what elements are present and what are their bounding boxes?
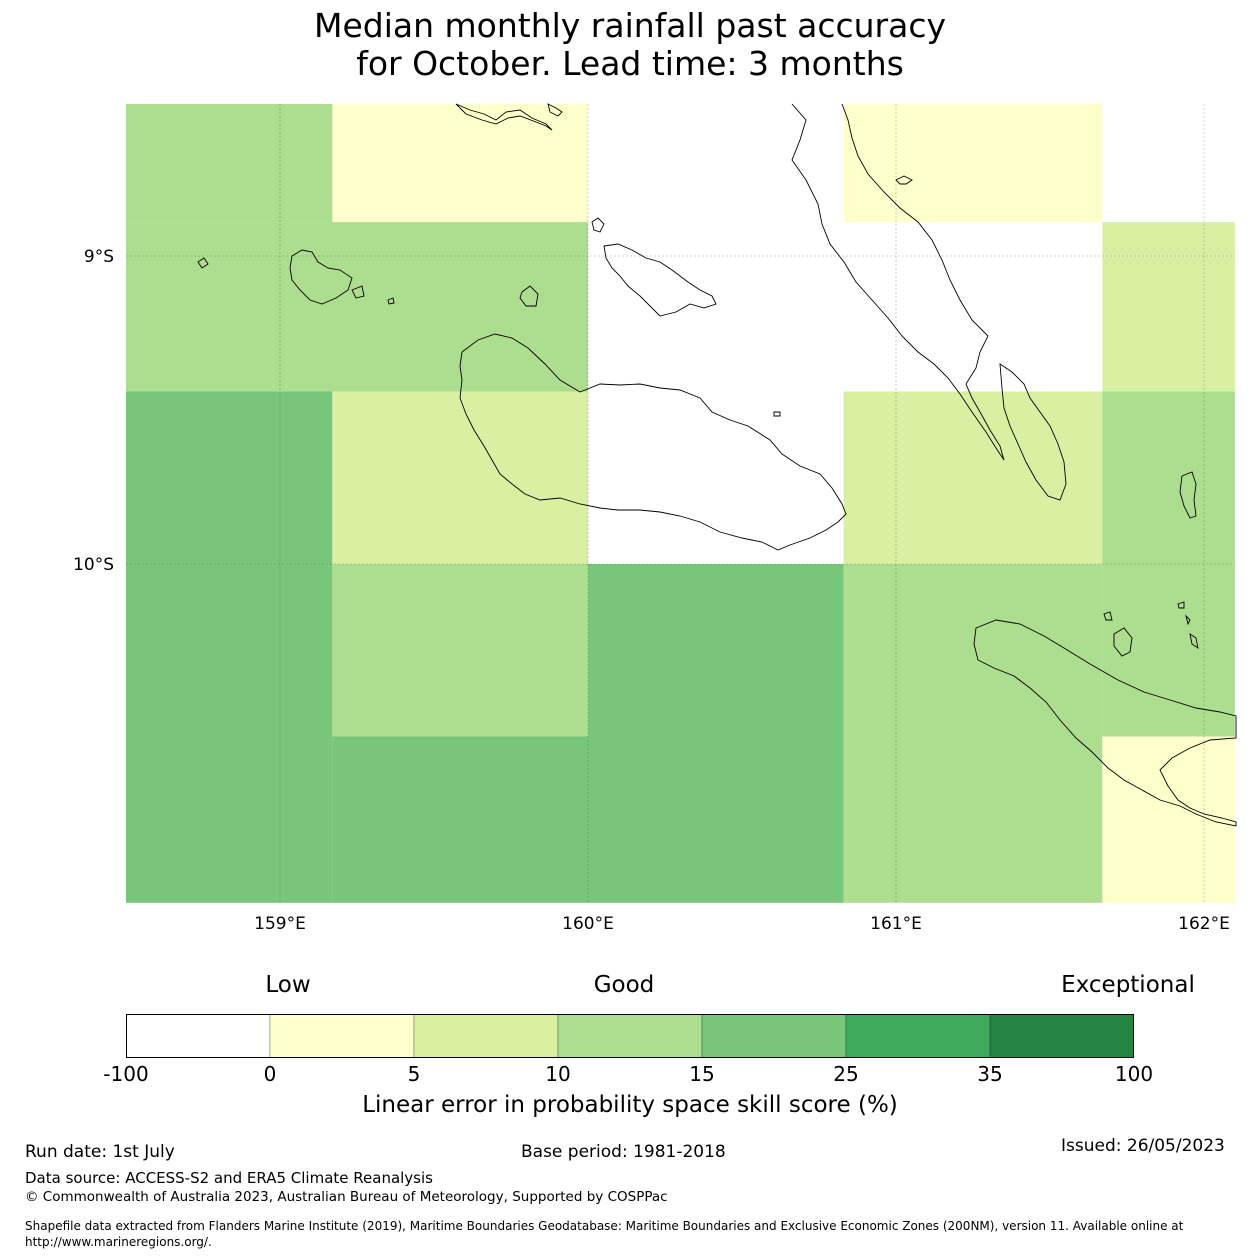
island-small-i	[1103, 611, 1113, 621]
island-small-h	[1113, 627, 1133, 657]
skill-cell-0	[126, 104, 333, 223]
lon-tick-label: 162°E	[1178, 914, 1230, 934]
skill-cell-6	[332, 391, 588, 564]
colorbar-segment-2	[413, 1014, 559, 1058]
skill-cell-1	[332, 104, 588, 223]
copyright: © Commonwealth of Australia 2023, Austra…	[25, 1189, 668, 1205]
colorbar-segment-6	[989, 1014, 1134, 1058]
island-small-c	[197, 257, 209, 269]
colorbar-tick-label: 25	[833, 1062, 859, 1086]
data-source: Data source: ACCESS-S2 and ERA5 Climate …	[25, 1169, 433, 1187]
island-small-e	[387, 297, 395, 305]
colorbar-tick-label: 35	[977, 1062, 1003, 1086]
skill-cell-9	[332, 564, 588, 737]
lat-tick-labels: 9°S 10°S	[73, 247, 114, 575]
island-nggela	[603, 243, 717, 317]
colorbar-segment-0	[126, 1014, 271, 1058]
island-santa-isabel	[455, 103, 553, 131]
skill-cell-8	[1102, 391, 1235, 564]
island-small-g	[895, 175, 913, 185]
graticule	[126, 104, 1235, 904]
chart-title-line2: for October. Lead time: 3 months	[356, 44, 904, 83]
colorbar-segment-3	[557, 1014, 703, 1058]
island-small-j	[1177, 601, 1185, 609]
island-small-k	[1185, 614, 1191, 626]
colorbar-tick-label: -100	[103, 1062, 149, 1086]
island-ulawa	[1179, 471, 1197, 519]
island-russell	[289, 249, 353, 305]
island-malaita	[791, 103, 1005, 461]
island-small-f	[547, 103, 563, 117]
coastlines	[197, 103, 1237, 827]
skill-cell-3	[126, 222, 588, 392]
lon-tick-labels: 159°E 160°E 161°E 162°E	[254, 914, 1230, 934]
colorbar-tick-label: 15	[689, 1062, 715, 1086]
shapefile-credit-line2: http://www.marineregions.org/.	[25, 1235, 212, 1249]
lon-tick-label: 161°E	[870, 914, 922, 934]
colorbar-exceptional-label: Exceptional	[1061, 972, 1195, 998]
base-period: Base period: 1981-2018	[521, 1142, 726, 1162]
island-small-d	[519, 285, 539, 307]
island-small-m	[773, 411, 781, 417]
island-guadalcanal	[459, 333, 847, 551]
colorbar-low-label: Low	[265, 972, 311, 998]
shapefile-credit-line1: Shapefile data extracted from Flanders M…	[25, 1219, 1184, 1233]
skill-cell-7	[843, 391, 1103, 564]
skill-cell-11	[588, 564, 844, 903]
colorbar-segment-4	[701, 1014, 847, 1058]
colorbar-border	[126, 1014, 1134, 1058]
colorbar-good-label: Good	[593, 972, 655, 998]
lon-tick-label: 159°E	[254, 914, 306, 934]
skill-cell-10	[332, 736, 588, 903]
colorbar-title: Linear error in probability space skill …	[362, 1092, 898, 1118]
colorbar	[126, 1014, 1134, 1058]
skill-cells	[126, 104, 1235, 903]
skill-cell-13	[1102, 564, 1235, 737]
colorbar-tick-label: 5	[407, 1062, 421, 1086]
island-small-b	[351, 285, 365, 299]
issued-date: Issued: 26/05/2023	[1061, 1136, 1225, 1156]
run-date: Run date: 1st July	[25, 1142, 175, 1162]
skill-cell-4	[1102, 222, 1235, 392]
skill-cell-14	[1102, 736, 1235, 903]
island-small-l	[1189, 633, 1199, 649]
colorbar-tick-label: 10	[545, 1062, 571, 1086]
lat-tick-label: 9°S	[84, 247, 114, 267]
colorbar-tick-label: 0	[263, 1062, 277, 1086]
island-small-a	[591, 217, 605, 233]
colorbar-tick-label: 100	[1114, 1062, 1154, 1086]
lat-tick-label: 10°S	[73, 555, 114, 575]
skill-cell-5	[126, 391, 333, 903]
island-makira	[973, 619, 1237, 827]
skill-cell-2	[843, 104, 1103, 223]
chart-title-line1: Median monthly rainfall past accuracy	[313, 6, 947, 45]
skill-map: 9°S 10°S 159°E 160°E 161°E 162°E	[73, 103, 1237, 934]
colorbar-segment-5	[845, 1014, 991, 1058]
island-small-malaita	[999, 363, 1067, 501]
lon-tick-label: 160°E	[562, 914, 614, 934]
colorbar-segment-1	[269, 1014, 415, 1058]
skill-cell-12	[843, 564, 1103, 903]
